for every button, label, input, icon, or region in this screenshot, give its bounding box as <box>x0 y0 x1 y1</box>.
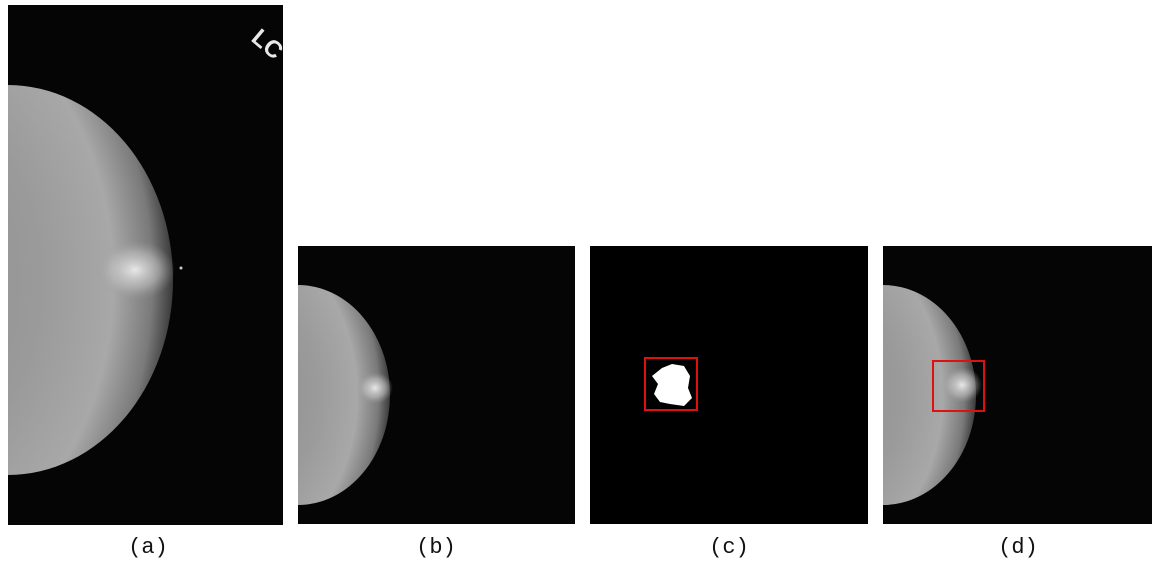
dense-region <box>942 367 982 403</box>
mask <box>652 364 692 406</box>
bounding-box <box>932 360 985 412</box>
breast <box>883 285 976 505</box>
breast <box>298 285 390 505</box>
dense-region <box>95 240 175 300</box>
panel-label: (b) <box>416 535 456 560</box>
dot <box>179 266 183 270</box>
panel-label: (a) <box>128 535 168 560</box>
panel-label: (c) <box>709 535 749 560</box>
panel-d: (d) <box>883 246 1152 560</box>
dense-region <box>357 372 393 404</box>
panel-b: (b) <box>298 246 575 560</box>
panel-a: LC (a) <box>8 5 283 560</box>
panel-c: (c) <box>590 246 868 560</box>
breast <box>8 85 173 475</box>
bounding-box <box>644 357 698 411</box>
image-bg <box>590 246 868 524</box>
panel-label: (d) <box>998 535 1038 560</box>
